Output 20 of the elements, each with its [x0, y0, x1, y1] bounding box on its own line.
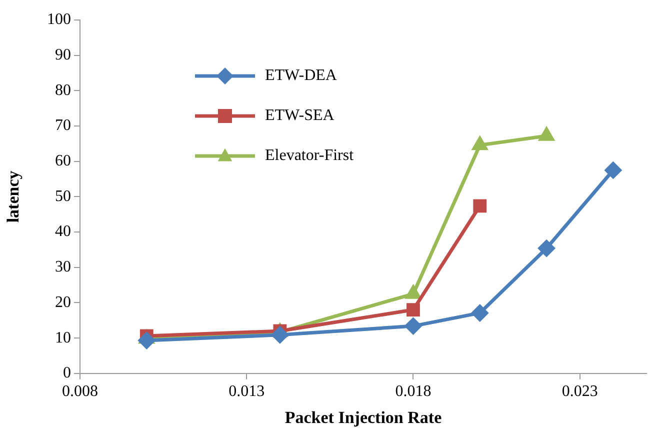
y-tick-label: 90 — [55, 46, 71, 64]
y-axis-title: latency — [4, 170, 23, 223]
legend-label: ETW-DEA — [265, 67, 338, 84]
y-tick-label: 10 — [55, 329, 71, 346]
x-axis-title: Packet Injection Rate — [284, 408, 442, 428]
legend-label: Elevator-First — [265, 147, 354, 164]
x-tick-label: 0.018 — [395, 383, 432, 400]
y-tick-label: 100 — [47, 11, 71, 28]
y-tick-label: 20 — [55, 294, 71, 311]
y-tick-label: 50 — [55, 188, 71, 205]
y-tick-label: 60 — [55, 152, 71, 170]
x-tick-label: 0.008 — [62, 383, 98, 400]
y-tick-label: 70 — [55, 117, 71, 134]
y-tick-label: 0 — [63, 364, 71, 382]
x-tick-label: 0.023 — [562, 383, 598, 400]
y-tick-label: 80 — [55, 82, 71, 99]
y-tick-label: 30 — [55, 258, 71, 276]
x-tick-label: 0.013 — [228, 383, 265, 400]
legend-label: ETW-SEA — [265, 107, 335, 124]
y-tick-label: 40 — [55, 223, 71, 240]
